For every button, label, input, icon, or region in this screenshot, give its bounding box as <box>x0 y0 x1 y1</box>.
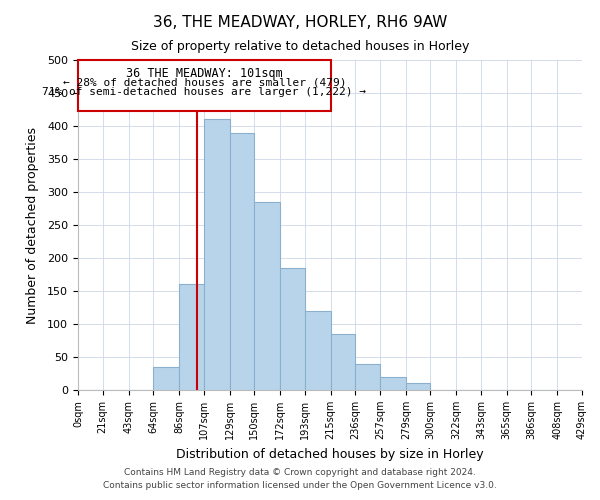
Text: 36, THE MEADWAY, HORLEY, RH6 9AW: 36, THE MEADWAY, HORLEY, RH6 9AW <box>153 15 447 30</box>
Text: 36 THE MEADWAY: 101sqm: 36 THE MEADWAY: 101sqm <box>126 66 283 80</box>
Bar <box>331 334 355 390</box>
Text: Size of property relative to detached houses in Horley: Size of property relative to detached ho… <box>131 40 469 53</box>
X-axis label: Distribution of detached houses by size in Horley: Distribution of detached houses by size … <box>176 448 484 460</box>
Text: Contains HM Land Registry data © Crown copyright and database right 2024.
Contai: Contains HM Land Registry data © Crown c… <box>103 468 497 490</box>
Text: 71% of semi-detached houses are larger (1,222) →: 71% of semi-detached houses are larger (… <box>42 87 366 97</box>
Bar <box>230 132 254 390</box>
Bar <box>305 311 331 390</box>
FancyBboxPatch shape <box>78 60 331 112</box>
Text: ← 28% of detached houses are smaller (479): ← 28% of detached houses are smaller (47… <box>62 77 346 87</box>
Bar <box>355 364 380 390</box>
Bar <box>204 120 230 390</box>
Bar <box>406 384 430 390</box>
Bar <box>380 377 406 390</box>
Bar <box>280 268 305 390</box>
Bar <box>254 202 280 390</box>
Bar <box>179 284 204 390</box>
Bar <box>153 367 179 390</box>
Y-axis label: Number of detached properties: Number of detached properties <box>26 126 39 324</box>
